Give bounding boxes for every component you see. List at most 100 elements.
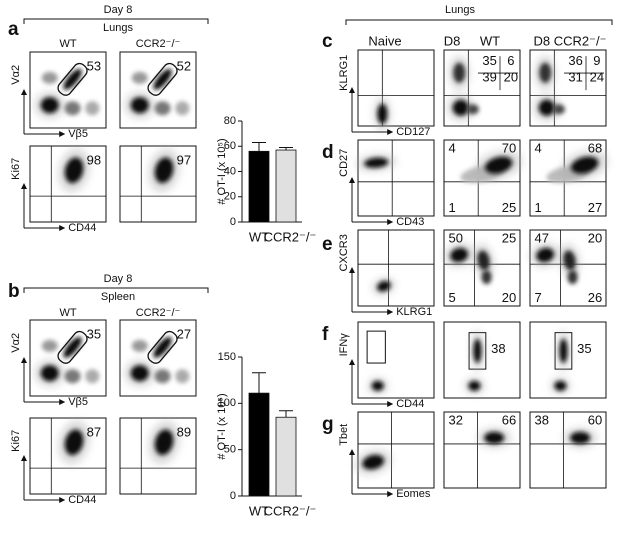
density-blob (563, 250, 576, 271)
quadrant-percentage: 25 (502, 200, 516, 215)
panel-day: Day 8 (104, 273, 133, 285)
x-axis-label: Vβ5 (68, 128, 88, 140)
panel-letter: g (322, 414, 334, 435)
density-blob (452, 99, 469, 116)
plot-frame (529, 229, 607, 307)
density-blob (466, 104, 479, 115)
density-blob (40, 97, 59, 114)
y-axis-label: Ki67 (10, 158, 22, 180)
plot-frame (529, 49, 607, 127)
x-axis-label: CD127 (396, 126, 430, 138)
quadrant-percentage: 47 (535, 231, 549, 246)
group-label: WT (59, 38, 76, 50)
column-header: D8 (444, 33, 461, 48)
density-blob (131, 71, 148, 84)
panel-title: Lungs (445, 4, 475, 16)
y-axis-label: Vα2 (10, 65, 22, 85)
density-blob (362, 454, 384, 470)
chart-y-label: # OT-I (x 10⁵) (216, 138, 228, 204)
x-tick-label: WT (249, 229, 269, 244)
x-tick-label: WT (249, 503, 269, 518)
panel-day: Day 8 (104, 4, 133, 16)
quadrant-percentage: 50 (449, 231, 463, 246)
quadrant-percentage: 89 (177, 425, 191, 440)
plot-frame (357, 139, 435, 217)
y-tick-label: 60 (224, 140, 236, 152)
plot-frame (119, 145, 197, 223)
density-blob (453, 62, 466, 83)
quadrant-percentage: 36 (568, 53, 582, 68)
gate (57, 330, 88, 364)
plot-frame (357, 229, 435, 307)
panel-letter: b (8, 281, 20, 302)
density-blob (539, 62, 552, 83)
plot-frame (443, 49, 521, 127)
density-blob (64, 369, 81, 384)
chart-y-label: # OT-I (x 10⁵) (216, 393, 228, 459)
density-blob (468, 380, 481, 391)
gate-percentage: 53 (87, 59, 101, 74)
density-blob (154, 429, 174, 456)
quadrant-percentage: 87 (87, 425, 101, 440)
x-tick-label: CCR2⁻/⁻ (264, 503, 317, 518)
quadrant-percentage: 31 (568, 70, 582, 85)
quadrant-percentage: 70 (502, 141, 516, 156)
y-tick-label: 20 (224, 191, 236, 203)
bar (248, 392, 270, 497)
quadrant-percentage: 98 (87, 153, 101, 168)
density-blob (554, 380, 567, 391)
density-blob (559, 338, 568, 363)
quadrant-percentage: 1 (535, 200, 542, 215)
density-blob (154, 369, 171, 384)
quadrant-percentage: 20 (502, 290, 516, 305)
quadrant-percentage: 35 (482, 53, 496, 68)
panel-tissue: Spleen (101, 291, 135, 303)
quadrant-percentage: 4 (535, 141, 542, 156)
group-label: CCR2⁻/⁻ (136, 307, 181, 319)
quadrant-percentage: 1 (449, 200, 456, 215)
y-axis-label: Ki67 (10, 430, 22, 452)
y-axis-label: Tbet (338, 424, 350, 446)
density-blob (64, 429, 84, 456)
gate (147, 330, 178, 364)
quadrant-percentage: 97 (177, 153, 191, 168)
density-blob (450, 247, 469, 263)
quadrant-percentage: 24 (590, 70, 604, 85)
density-blob (481, 270, 492, 285)
x-axis-label: CD44 (68, 494, 96, 506)
y-axis-label: Vα2 (10, 333, 22, 353)
error-bar (279, 147, 293, 151)
plot-frame (443, 229, 521, 307)
x-axis-label: CD44 (68, 222, 96, 234)
density-blob (175, 101, 190, 116)
panel-letter: e (322, 234, 333, 255)
plot-frame (357, 49, 435, 127)
plot-frame (529, 321, 607, 399)
quadrant-percentage: 60 (588, 413, 602, 428)
bracket (23, 287, 209, 293)
gate-percentage: 52 (177, 59, 191, 74)
panel-letter: a (8, 19, 19, 40)
y-axis-label: IFNγ (338, 333, 350, 357)
group-label: WT (59, 307, 76, 319)
plot-frame (119, 417, 197, 495)
density-blob (40, 365, 59, 382)
plot-frame (357, 411, 435, 489)
plot-frame (443, 411, 521, 489)
y-tick-label: 0 (230, 490, 236, 502)
gate (147, 62, 178, 96)
density-blob (85, 369, 100, 384)
quadrant-percentage: 38 (535, 413, 549, 428)
quadrant-percentage: 9 (593, 53, 600, 68)
quadrant-percentage: 32 (449, 413, 463, 428)
quadrant-percentage: 66 (502, 413, 516, 428)
density-blob (364, 157, 389, 168)
density-blob (64, 101, 81, 116)
panel-tissue: Lungs (103, 22, 133, 34)
density-blob (153, 68, 172, 90)
error-bar (279, 410, 293, 418)
y-axis-label: CD27 (338, 149, 350, 177)
quadrant-percentage: 20 (504, 70, 518, 85)
density-blob (63, 68, 82, 90)
plot-frame (29, 51, 107, 129)
